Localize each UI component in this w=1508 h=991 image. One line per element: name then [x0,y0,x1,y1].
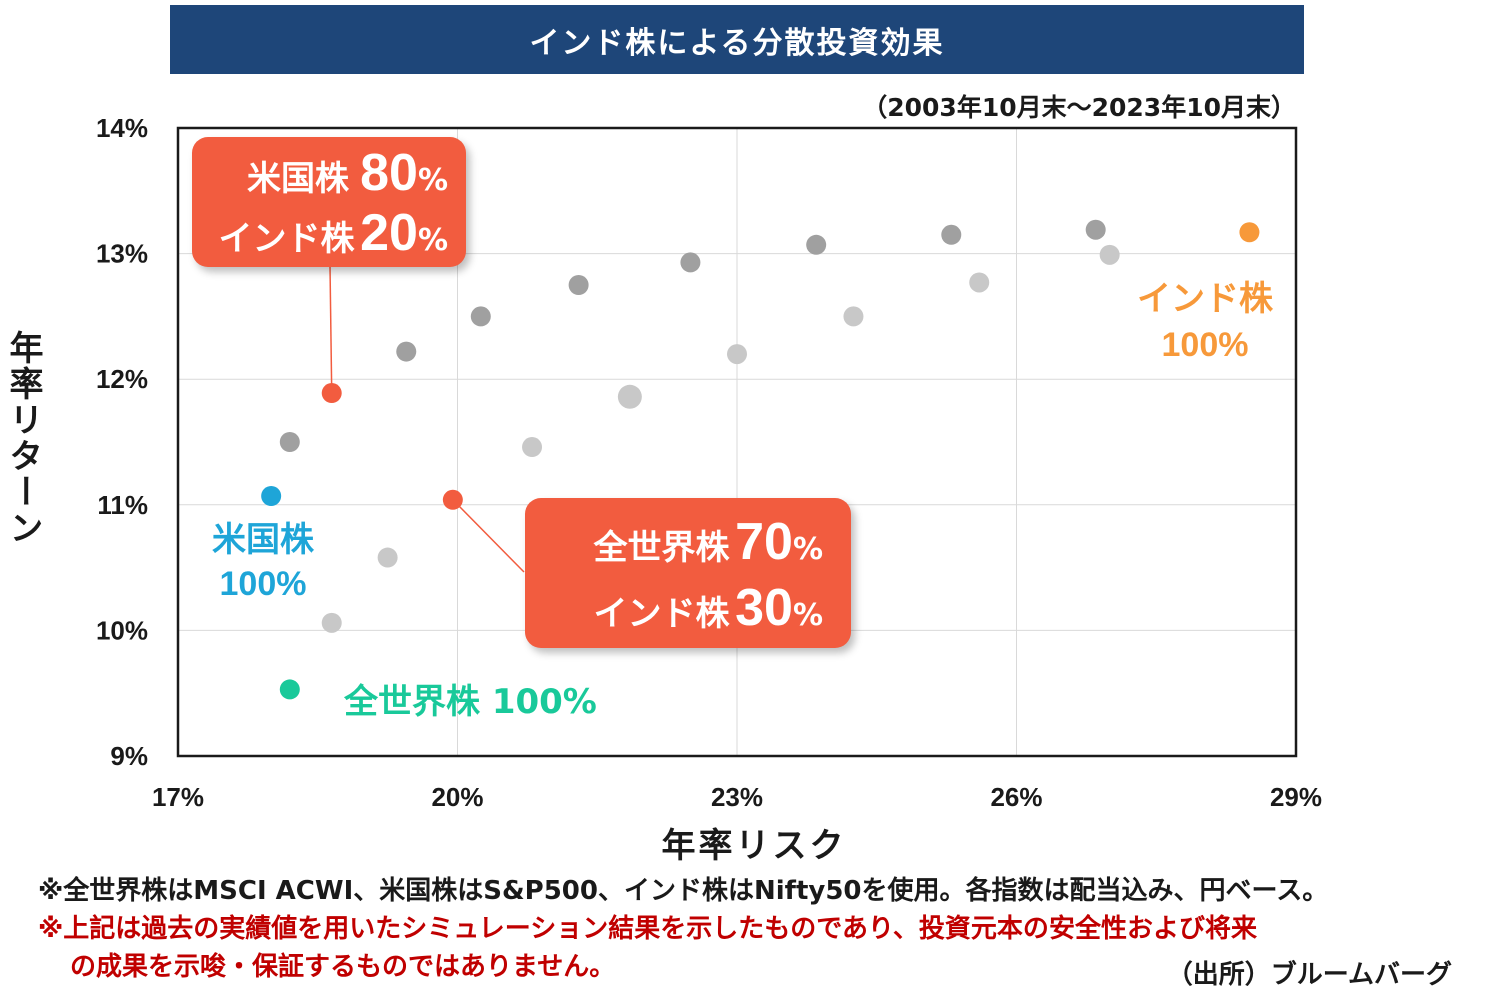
data-point [1239,222,1260,243]
data-point [279,432,300,452]
callout-world-india-l2-pct: 30 [735,579,793,637]
axes [176,126,1298,758]
data-point [470,306,491,327]
data-point [321,383,342,404]
data-point [727,344,747,365]
data-point [680,252,701,273]
y-tick-label: 9% [110,741,148,771]
x-tick-label: 17% [152,782,204,812]
callout-us-india-l1-unit: % [417,163,448,198]
data-point [279,679,300,700]
data-point [806,234,827,255]
callout-world-india-l1-pct: 70 [735,513,793,571]
source-label: （出所）ブルームバーグ [1166,960,1452,990]
y-tick-label: 12% [96,364,148,394]
callout-us-india-l2-pct: 20 [360,204,418,262]
x-tick-label: 23% [711,782,763,812]
label-us-100-pct: 100% [219,565,307,603]
y-tick-label: 14% [96,113,148,143]
callout-world-india-l2-unit: % [792,598,823,633]
callout-us-india: 米国株 80% インド株 20% [192,137,466,267]
callout-world-india: 全世界株 70% インド株 30% [525,498,851,648]
x-tick-label: 20% [431,782,483,812]
footnote-indices: ※全世界株はMSCI ACWI、米国株はS&P500、インド株はNifty50を… [38,876,1329,906]
callout-us-india-l2-unit: % [417,223,448,258]
callout-us-india-l2-name: インド株 [218,219,355,259]
data-point [442,489,463,510]
data-point [321,612,342,633]
data-point [843,306,864,327]
period-label: （2003年10月末～2023年10月末） [862,93,1296,122]
tick-labels: 17% 20% 23% 26% 29% 9% 10% 11% 12% 13% 14% [96,113,1322,812]
footnotes: ※全世界株はMSCI ACWI、米国株はS&P500、インド株はNifty50を… [38,872,1498,986]
data-points [261,219,1260,700]
data-point [1085,219,1106,240]
leader-us-india [329,265,333,394]
y-tick-label: 10% [96,615,148,645]
callout-leaders [329,265,525,573]
data-point [969,272,990,293]
callout-world-india-l1-unit: % [792,532,823,567]
data-point [568,275,589,295]
y-tick-label: 11% [97,490,148,520]
label-us-100-name: 米国株 [212,520,314,560]
footnote-disclaimer-cont: の成果を示唆・保証するものではありません。 [70,952,616,982]
callout-us-india-l1-name: 米国株 [246,159,349,199]
label-us-100: 米国株 100% [200,518,326,606]
label-world-100: 全世界株 100% [344,682,597,722]
x-tick-label: 26% [990,782,1042,812]
x-tick-label: 29% [1270,782,1322,812]
y-tick-label: 13% [96,239,148,269]
data-point [396,341,417,362]
data-point [617,384,642,409]
callout-us-india-l1-pct: 80 [360,144,418,202]
data-point [261,486,282,507]
footnote-disclaimer: ※上記は過去の実績値を用いたシミュレーション結果を示したものであり、投資元本の安… [38,914,1257,944]
data-point [522,437,543,458]
label-india-100: インド株 100% [1124,276,1286,368]
plot-frame [176,126,1298,758]
data-point [1099,244,1120,265]
label-india-100-name: インド株 [1137,279,1273,319]
data-point [941,224,962,245]
data-point [377,547,398,568]
chart-title: インド株による分散投資効果 [170,5,1304,74]
callout-world-india-l1-name: 全世界株 [593,528,730,568]
x-axis-label: 年率リスク [661,826,847,866]
label-india-100-pct: 100% [1161,326,1249,364]
callout-world-india-l2-name: インド株 [593,594,730,634]
y-axis-label: 年率リターン [3,330,43,546]
leader-world-india [452,499,525,573]
